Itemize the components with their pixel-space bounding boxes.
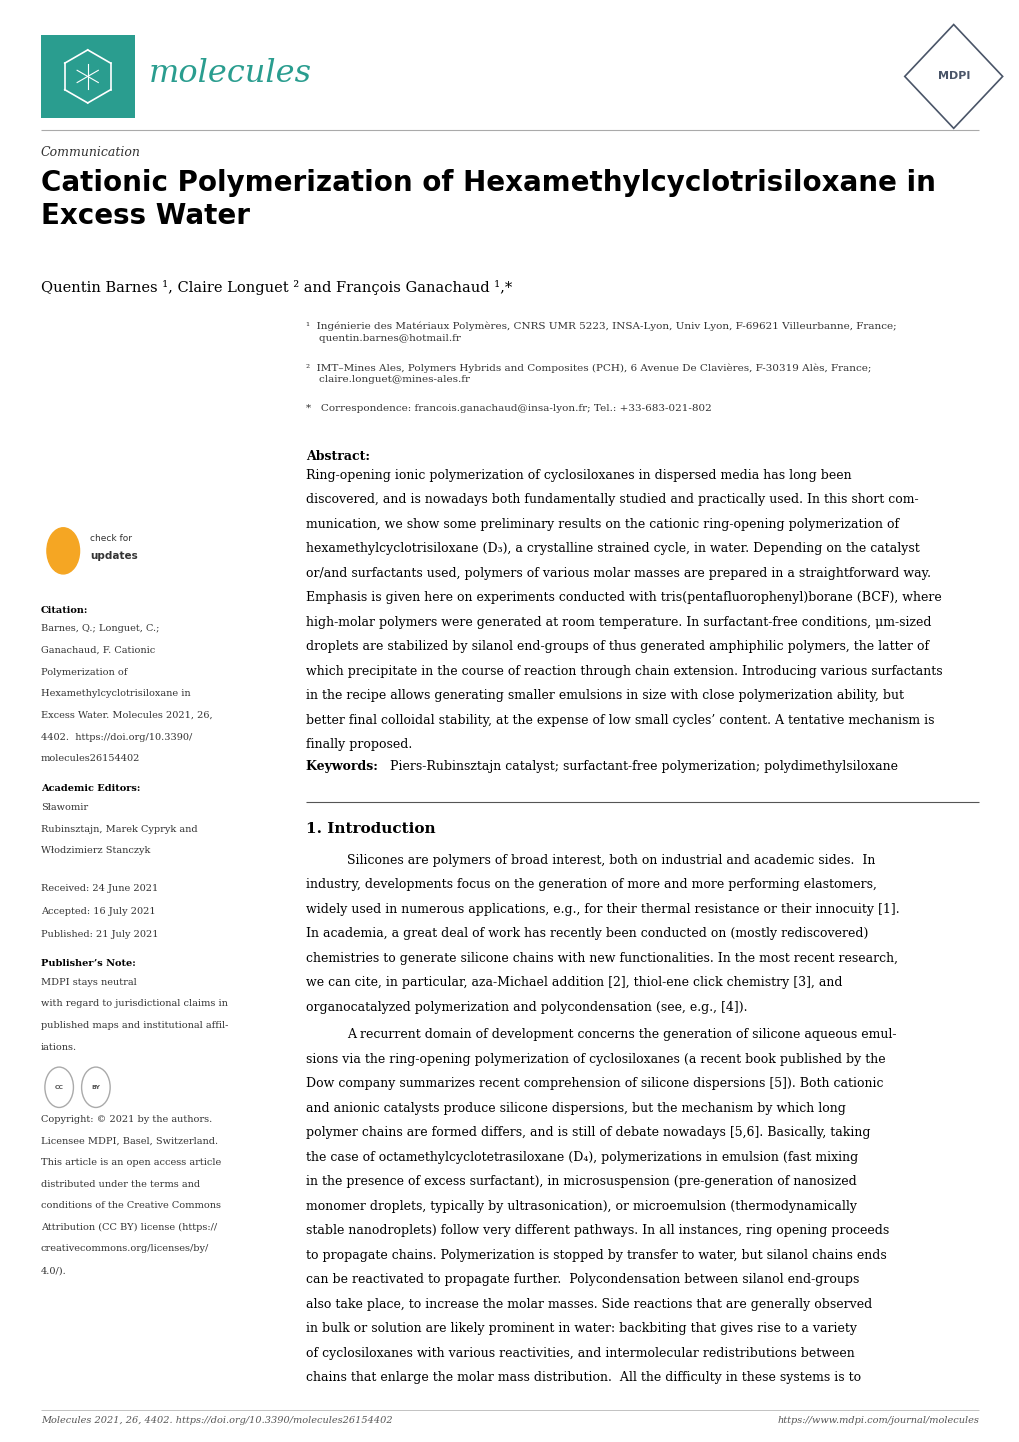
Circle shape bbox=[47, 528, 79, 574]
Text: Silicones are polymers of broad interest, both on industrial and academic sides.: Silicones are polymers of broad interest… bbox=[346, 854, 874, 867]
Text: sions via the ring-opening polymerization of cyclosiloxanes (a recent book publi: sions via the ring-opening polymerizatio… bbox=[306, 1053, 884, 1066]
Text: better final colloidal stability, at the expense of low small cycles’ content. A: better final colloidal stability, at the… bbox=[306, 714, 933, 727]
Text: Rubinsztajn, Marek Cypryk and: Rubinsztajn, Marek Cypryk and bbox=[41, 825, 198, 833]
Text: check for: check for bbox=[90, 534, 131, 542]
Text: molecules: molecules bbox=[149, 59, 312, 89]
Text: stable nanodroplets) follow very different pathways. In all instances, ring open: stable nanodroplets) follow very differe… bbox=[306, 1224, 889, 1237]
Text: https://www.mdpi.com/journal/molecules: https://www.mdpi.com/journal/molecules bbox=[776, 1416, 978, 1425]
Text: ²  IMT–Mines Ales, Polymers Hybrids and Composites (PCH), 6 Avenue De Clavières,: ² IMT–Mines Ales, Polymers Hybrids and C… bbox=[306, 363, 870, 385]
Text: Barnes, Q.; Longuet, C.;: Barnes, Q.; Longuet, C.; bbox=[41, 624, 159, 633]
Text: hexamethylcyclotrisiloxane (D₃), a crystalline strained cycle, in water. Dependi: hexamethylcyclotrisiloxane (D₃), a cryst… bbox=[306, 542, 919, 555]
Text: and anionic catalysts produce silicone dispersions, but the mechanism by which l: and anionic catalysts produce silicone d… bbox=[306, 1102, 845, 1115]
Text: *   Correspondence: francois.ganachaud@insa-lyon.fr; Tel.: +33-683-021-802: * Correspondence: francois.ganachaud@ins… bbox=[306, 404, 711, 412]
Text: also take place, to increase the molar masses. Side reactions that are generally: also take place, to increase the molar m… bbox=[306, 1298, 871, 1311]
Text: creativecommons.org/licenses/by/: creativecommons.org/licenses/by/ bbox=[41, 1244, 209, 1253]
Text: conditions of the Creative Commons: conditions of the Creative Commons bbox=[41, 1201, 220, 1210]
Text: Excess Water. Molecules 2021, 26,: Excess Water. Molecules 2021, 26, bbox=[41, 711, 212, 720]
Text: high-molar polymers were generated at room temperature. In surfactant-free condi: high-molar polymers were generated at ro… bbox=[306, 616, 930, 629]
Text: or/and surfactants used, polymers of various molar masses are prepared in a stra: or/and surfactants used, polymers of var… bbox=[306, 567, 930, 580]
Text: monomer droplets, typically by ultrasonication), or microemulsion (thermodynamic: monomer droplets, typically by ultrasoni… bbox=[306, 1200, 856, 1213]
Text: in bulk or solution are likely prominent in water: backbiting that gives rise to: in bulk or solution are likely prominent… bbox=[306, 1322, 856, 1335]
Text: we can cite, in particular, aza-Michael addition [2], thiol-ene click chemistry : we can cite, in particular, aza-Michael … bbox=[306, 976, 842, 989]
Text: Communication: Communication bbox=[41, 146, 141, 159]
Text: Published: 21 July 2021: Published: 21 July 2021 bbox=[41, 930, 158, 939]
Text: to propagate chains. Polymerization is stopped by transfer to water, but silanol: to propagate chains. Polymerization is s… bbox=[306, 1249, 886, 1262]
Text: 1. Introduction: 1. Introduction bbox=[306, 822, 435, 836]
Text: Quentin Barnes ¹, Claire Longuet ² and François Ganachaud ¹,*: Quentin Barnes ¹, Claire Longuet ² and F… bbox=[41, 280, 512, 294]
Text: Piers-Rubinsztajn catalyst; surfactant-free polymerization; polydimethylsiloxane: Piers-Rubinsztajn catalyst; surfactant-f… bbox=[389, 760, 897, 773]
Text: in the presence of excess surfactant), in microsuspension (pre-generation of nan: in the presence of excess surfactant), i… bbox=[306, 1175, 856, 1188]
Text: organocatalyzed polymerization and polycondensation (see, e.g., [4]).: organocatalyzed polymerization and polyc… bbox=[306, 1001, 747, 1014]
Text: Ganachaud, F. Cationic: Ganachaud, F. Cationic bbox=[41, 646, 155, 655]
Text: with regard to jurisdictional claims in: with regard to jurisdictional claims in bbox=[41, 999, 227, 1008]
Text: the case of octamethylcyclotetrasiloxane (D₄), polymerizations in emulsion (fast: the case of octamethylcyclotetrasiloxane… bbox=[306, 1151, 857, 1164]
Text: polymer chains are formed differs, and is still of debate nowadays [5,6]. Basica: polymer chains are formed differs, and i… bbox=[306, 1126, 869, 1139]
Text: molecules26154402: molecules26154402 bbox=[41, 754, 140, 763]
Text: CC: CC bbox=[55, 1084, 63, 1090]
Text: can be reactivated to propagate further.  Polycondensation between silanol end-g: can be reactivated to propagate further.… bbox=[306, 1273, 859, 1286]
Text: Keywords:: Keywords: bbox=[306, 760, 382, 773]
Text: Włodzimierz Stanczyk: Włodzimierz Stanczyk bbox=[41, 846, 150, 855]
Text: munication, we show some preliminary results on the cationic ring-opening polyme: munication, we show some preliminary res… bbox=[306, 518, 898, 531]
Text: discovered, and is nowadays both fundamentally studied and practically used. In : discovered, and is nowadays both fundame… bbox=[306, 493, 918, 506]
Text: widely used in numerous applications, e.g., for their thermal resistance or thei: widely used in numerous applications, e.… bbox=[306, 903, 899, 916]
Text: Hexamethylcyclotrisiloxane in: Hexamethylcyclotrisiloxane in bbox=[41, 689, 191, 698]
Text: 4.0/).: 4.0/). bbox=[41, 1266, 66, 1275]
Text: Emphasis is given here on experiments conducted with tris(pentafluorophenyl)bora: Emphasis is given here on experiments co… bbox=[306, 591, 941, 604]
Text: distributed under the terms and: distributed under the terms and bbox=[41, 1180, 200, 1188]
Text: 4402.  https://doi.org/10.3390/: 4402. https://doi.org/10.3390/ bbox=[41, 733, 192, 741]
Text: Polymerization of: Polymerization of bbox=[41, 668, 127, 676]
Text: ✓: ✓ bbox=[58, 544, 68, 558]
Text: Molecules 2021, 26, 4402. https://doi.org/10.3390/molecules26154402: Molecules 2021, 26, 4402. https://doi.or… bbox=[41, 1416, 392, 1425]
Text: Publisher’s Note:: Publisher’s Note: bbox=[41, 959, 136, 968]
Text: This article is an open access article: This article is an open access article bbox=[41, 1158, 221, 1167]
Text: Ring-opening ionic polymerization of cyclosiloxanes in dispersed media has long : Ring-opening ionic polymerization of cyc… bbox=[306, 469, 851, 482]
Text: Cationic Polymerization of Hexamethylcyclotrisiloxane in
Excess Water: Cationic Polymerization of Hexamethylcyc… bbox=[41, 169, 934, 231]
Text: updates: updates bbox=[90, 551, 138, 561]
Text: Copyright: © 2021 by the authors.: Copyright: © 2021 by the authors. bbox=[41, 1115, 212, 1123]
Text: Attribution (CC BY) license (https://: Attribution (CC BY) license (https:// bbox=[41, 1223, 217, 1231]
Text: industry, developments focus on the generation of more and more performing elast: industry, developments focus on the gene… bbox=[306, 878, 876, 891]
Text: BY: BY bbox=[92, 1084, 100, 1090]
Text: ¹  Ingénierie des Matériaux Polymères, CNRS UMR 5223, INSA-Lyon, Univ Lyon, F-69: ¹ Ingénierie des Matériaux Polymères, CN… bbox=[306, 322, 896, 343]
Text: published maps and institutional affil-: published maps and institutional affil- bbox=[41, 1021, 228, 1030]
Text: In academia, a great deal of work has recently been conducted on (mostly redisco: In academia, a great deal of work has re… bbox=[306, 927, 867, 940]
Text: in the recipe allows generating smaller emulsions in size with close polymerizat: in the recipe allows generating smaller … bbox=[306, 689, 903, 702]
FancyBboxPatch shape bbox=[41, 35, 135, 118]
Text: Citation:: Citation: bbox=[41, 606, 88, 614]
Text: Sławomir: Sławomir bbox=[41, 803, 88, 812]
Text: of cyclosiloxanes with various reactivities, and intermolecular redistributions : of cyclosiloxanes with various reactivit… bbox=[306, 1347, 854, 1360]
Text: which precipitate in the course of reaction through chain extension. Introducing: which precipitate in the course of react… bbox=[306, 665, 942, 678]
Text: iations.: iations. bbox=[41, 1043, 76, 1051]
Text: Received: 24 June 2021: Received: 24 June 2021 bbox=[41, 884, 158, 893]
Text: Accepted: 16 July 2021: Accepted: 16 July 2021 bbox=[41, 907, 155, 916]
Text: chains that enlarge the molar mass distribution.  All the difficulty in these sy: chains that enlarge the molar mass distr… bbox=[306, 1371, 860, 1384]
Text: MDPI stays neutral: MDPI stays neutral bbox=[41, 978, 137, 986]
Text: droplets are stabilized by silanol end-groups of thus generated amphiphilic poly: droplets are stabilized by silanol end-g… bbox=[306, 640, 928, 653]
Text: finally proposed.: finally proposed. bbox=[306, 738, 412, 751]
Text: Dow company summarizes recent comprehension of silicone dispersions [5]). Both c: Dow company summarizes recent comprehens… bbox=[306, 1077, 882, 1090]
Text: Academic Editors:: Academic Editors: bbox=[41, 784, 140, 793]
Text: MDPI: MDPI bbox=[936, 72, 969, 81]
Text: A recurrent domain of development concerns the generation of silicone aqueous em: A recurrent domain of development concer… bbox=[346, 1028, 896, 1041]
Text: chemistries to generate silicone chains with new functionalities. In the most re: chemistries to generate silicone chains … bbox=[306, 952, 897, 965]
Text: Abstract:: Abstract: bbox=[306, 450, 374, 463]
Text: Licensee MDPI, Basel, Switzerland.: Licensee MDPI, Basel, Switzerland. bbox=[41, 1136, 218, 1145]
